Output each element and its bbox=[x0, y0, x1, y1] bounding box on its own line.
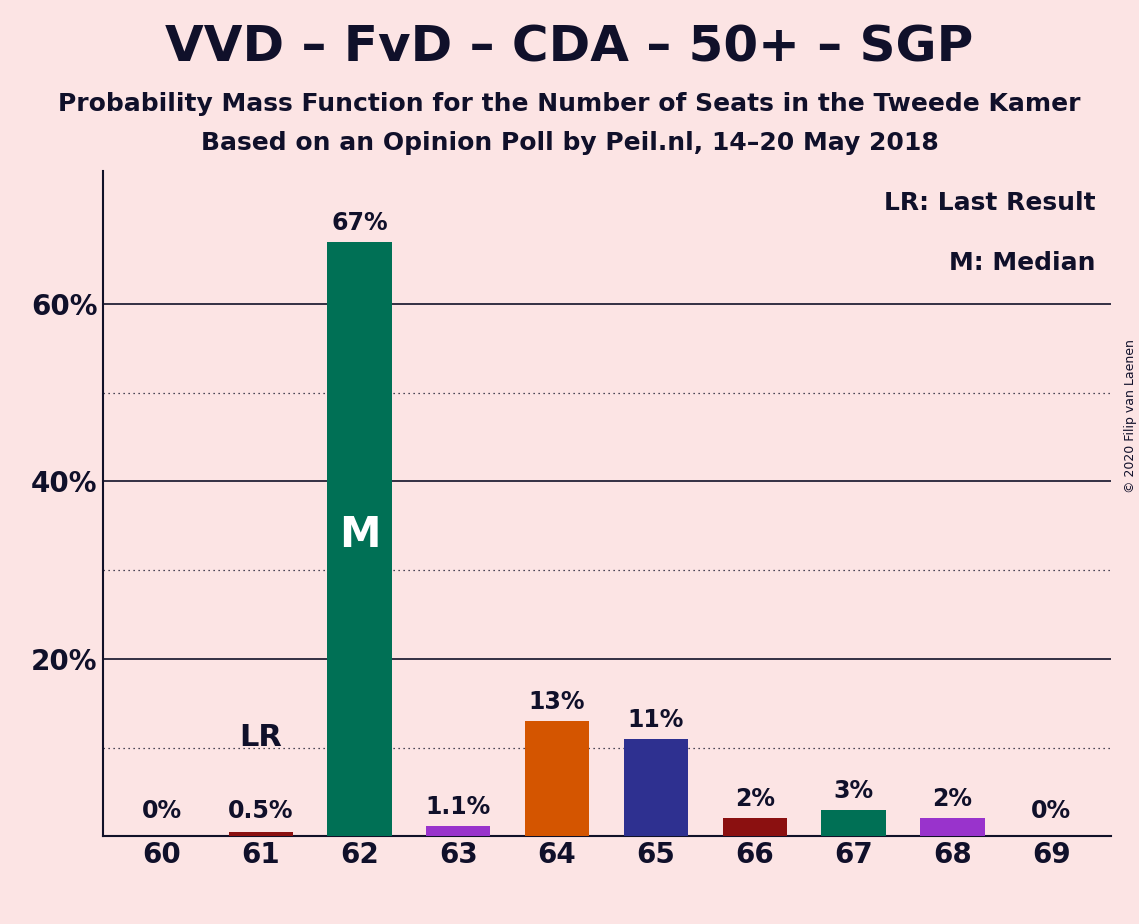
Text: LR: LR bbox=[239, 723, 282, 752]
Bar bbox=[624, 738, 688, 836]
Bar bbox=[525, 721, 589, 836]
Text: VVD – FvD – CDA – 50+ – SGP: VVD – FvD – CDA – 50+ – SGP bbox=[165, 23, 974, 71]
Text: 2%: 2% bbox=[933, 787, 973, 811]
Text: 0%: 0% bbox=[1031, 799, 1072, 823]
Bar bbox=[327, 242, 392, 836]
Text: 67%: 67% bbox=[331, 211, 387, 235]
Text: 0.5%: 0.5% bbox=[228, 799, 294, 823]
Text: 3%: 3% bbox=[834, 779, 874, 803]
Text: © 2020 Filip van Laenen: © 2020 Filip van Laenen bbox=[1124, 339, 1137, 492]
Text: Probability Mass Function for the Number of Seats in the Tweede Kamer: Probability Mass Function for the Number… bbox=[58, 92, 1081, 116]
Text: 11%: 11% bbox=[628, 708, 685, 732]
Text: M: Median: M: Median bbox=[949, 250, 1096, 274]
Text: LR: Last Result: LR: Last Result bbox=[884, 191, 1096, 215]
Bar bbox=[920, 819, 984, 836]
Text: 2%: 2% bbox=[735, 787, 775, 811]
Text: 13%: 13% bbox=[528, 690, 585, 714]
Bar bbox=[229, 832, 293, 836]
Bar bbox=[722, 819, 787, 836]
Text: Based on an Opinion Poll by Peil.nl, 14–20 May 2018: Based on an Opinion Poll by Peil.nl, 14–… bbox=[200, 131, 939, 155]
Text: M: M bbox=[338, 514, 380, 555]
Text: 0%: 0% bbox=[141, 799, 182, 823]
Bar bbox=[821, 809, 886, 836]
Text: 1.1%: 1.1% bbox=[426, 796, 491, 820]
Bar bbox=[426, 826, 491, 836]
